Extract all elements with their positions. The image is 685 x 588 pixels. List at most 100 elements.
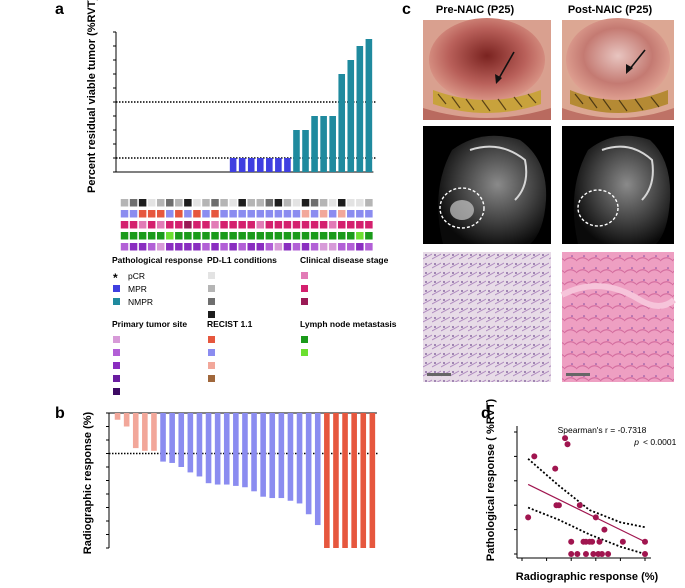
scatter-point: [555, 502, 562, 509]
cell-recist: [238, 210, 246, 218]
legend-recist-title: RECIST 1.1: [207, 319, 253, 329]
cell-recist: [310, 210, 319, 218]
post-naic-clinical-photo: [562, 18, 674, 120]
cell-cps: [301, 199, 310, 207]
cell-stage: [129, 221, 138, 229]
bar-P15: [178, 413, 185, 467]
cell-cps: [247, 199, 255, 207]
panel-label-a: a: [55, 1, 64, 18]
cell-stage: [193, 221, 201, 229]
cell-site: [247, 243, 255, 251]
bar-P5: [151, 413, 157, 451]
bar-P4: [287, 413, 294, 501]
bar-P3: [214, 413, 221, 485]
bar-P10: [205, 413, 212, 484]
cell-node: [156, 232, 165, 240]
cell-site: [129, 243, 138, 251]
bar-P28: [242, 413, 248, 488]
cell-recist: [301, 210, 310, 218]
cell-recist: [328, 210, 337, 218]
cell-stage: [265, 221, 274, 229]
cell-site: [147, 243, 156, 251]
bar-P7: [351, 413, 357, 548]
scatter-point: [590, 551, 597, 557]
cell-stage: [120, 221, 129, 229]
legend-swatch: [301, 272, 308, 279]
cell-cps: [365, 199, 373, 207]
legend-mpr: MPR: [128, 284, 147, 294]
cell-stage: [328, 221, 337, 229]
legend-mpr-swatch: [113, 285, 120, 292]
cell-node: [301, 232, 310, 240]
scatter-point: [564, 441, 571, 448]
cell-cps: [292, 199, 301, 207]
p-symbol: p: [633, 437, 639, 447]
cell-site: [184, 243, 192, 251]
bar-P16: [196, 413, 203, 477]
pre-naic-title: Pre-NAIC (P25): [436, 4, 515, 16]
bar-P13: [269, 413, 276, 499]
pre-naic-mri: [423, 126, 551, 244]
cell-site: [256, 243, 265, 251]
bar-P21: [260, 413, 266, 497]
legend-swatch: [208, 375, 215, 382]
bar-P8: [123, 413, 130, 427]
cell-recist: [156, 210, 165, 218]
cell-node: [265, 232, 274, 240]
cell-cps: [156, 199, 165, 207]
cell-site: [328, 243, 337, 251]
cell-site: [193, 243, 201, 251]
cell-recist: [202, 210, 210, 218]
legend-swatch: [208, 336, 215, 343]
legend-swatch: [301, 336, 308, 343]
cell-recist: [175, 210, 183, 218]
cell-stage: [310, 221, 319, 229]
cell-cps: [328, 199, 337, 207]
cell-recist: [283, 210, 292, 218]
panel-b-y-label: Radiographic response (%): [82, 411, 94, 554]
bar-P9: [223, 413, 230, 485]
cell-cps: [193, 199, 201, 207]
cell-site: [175, 243, 183, 251]
cell-stage: [365, 221, 373, 229]
cell-site: [220, 243, 228, 251]
bar-P23: [342, 413, 348, 548]
cell-cps: [319, 199, 328, 207]
bar-P20: [278, 413, 285, 499]
legend-swatch: [208, 349, 215, 356]
cell-cps: [356, 199, 364, 207]
cell-node: [283, 232, 292, 240]
bar-P18: [169, 413, 175, 463]
cell-stage: [247, 221, 255, 229]
scatter-point: [525, 514, 532, 521]
pre-naic-clinical-photo: [423, 18, 551, 120]
post-naic-title: Post-NAIC (P25): [568, 4, 653, 16]
cell-recist: [319, 210, 328, 218]
confidence-band-lower: [527, 506, 646, 555]
legend-nmpr-swatch: [113, 298, 120, 305]
cell-node: [247, 232, 255, 240]
bar-P6: [347, 60, 355, 172]
legend: Pathological response * pCR MPR NMPR Pri…: [112, 255, 397, 395]
cell-cps: [120, 199, 129, 207]
legend-swatch: [301, 298, 308, 305]
cell-node: [319, 232, 328, 240]
bar-P8: [338, 74, 346, 172]
legend-stage-title: Clinical disease stage: [300, 255, 389, 265]
cell-node: [175, 232, 183, 240]
scatter-point: [592, 514, 599, 521]
cell-node: [328, 232, 337, 240]
tumor-outline: [577, 189, 619, 227]
cell-node: [238, 232, 246, 240]
cell-site: [301, 243, 310, 251]
legend-swatch: [208, 272, 215, 279]
cell-node: [202, 232, 210, 240]
cell-stage: [175, 221, 183, 229]
cell-recist: [347, 210, 355, 218]
cell-recist: [256, 210, 265, 218]
bar-P25: [369, 413, 376, 548]
legend-pcr: pCR: [128, 271, 145, 281]
cell-cps: [211, 199, 219, 207]
cell-node: [129, 232, 138, 240]
